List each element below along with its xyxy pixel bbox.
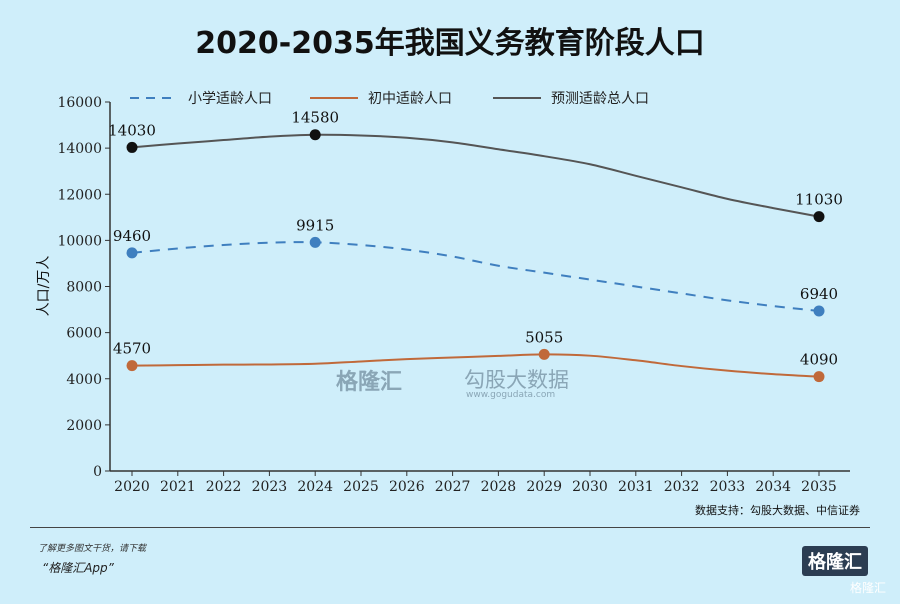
- data-label: 4570: [113, 340, 151, 358]
- watermark-brand: 格隆汇: [336, 370, 403, 395]
- data-label: 9460: [113, 227, 151, 245]
- data-point: [309, 129, 321, 141]
- app-name: “格隆汇App”: [42, 561, 114, 575]
- y-tick-label: 14000: [57, 141, 102, 157]
- x-tick-label: 2027: [435, 479, 471, 495]
- data-label: 11030: [795, 191, 843, 209]
- x-tick-label: 2025: [343, 479, 379, 495]
- axes: 0 2000 4000 6000 8000 10000 12000 14000 16000 202…: [36, 95, 850, 495]
- x-tick-label: 2030: [572, 479, 608, 495]
- y-tick-label: 6000: [66, 326, 102, 342]
- chart-title: 2020-2035年我国义务教育阶段人口: [195, 26, 705, 61]
- y-tick-label: 16000: [57, 95, 102, 111]
- x-tick-label: 2028: [481, 479, 517, 495]
- footer-brand: 格隆汇: [849, 581, 886, 595]
- source-note: 数据支持：勾股大数据、中信证券: [695, 504, 860, 517]
- x-tick-label: 2021: [160, 479, 196, 495]
- data-label: 14030: [108, 121, 156, 139]
- data-point: [813, 305, 825, 317]
- legend-label: 初中适龄人口: [368, 90, 452, 107]
- y-tick-label: 4000: [66, 372, 102, 388]
- x-tick-label: 2022: [206, 479, 242, 495]
- y-tick-label: 2000: [66, 418, 102, 434]
- data-point: [309, 236, 321, 248]
- x-tick-label: 2032: [664, 479, 700, 495]
- data-label: 14580: [291, 109, 339, 127]
- data-point: [813, 211, 825, 223]
- x-tick-label: 2031: [618, 479, 654, 495]
- data-point: [538, 348, 550, 360]
- y-tick-label: 8000: [66, 280, 102, 296]
- data-label: 6940: [800, 285, 838, 303]
- watermark-data: 勾股大数据: [464, 368, 569, 392]
- series-line: [131, 241, 820, 312]
- watermark-site: www.gogudata.com: [466, 390, 556, 400]
- data-label: 9915: [296, 216, 334, 234]
- corner-brand-logo: 格隆汇: [802, 546, 868, 576]
- x-tick-label: 2024: [297, 479, 333, 495]
- x-tick-label: 2033: [710, 479, 746, 495]
- legend-label: 小学适龄人口: [188, 91, 272, 107]
- data-label: 4090: [800, 351, 838, 369]
- footer-divider: [30, 527, 870, 528]
- legend: 小学适龄人口 初中适龄人口 预测适龄总人口: [130, 90, 649, 107]
- series-line: [131, 133, 820, 218]
- series-group: [126, 129, 825, 383]
- data-labels: 9460 9915 6940 4570 5055 4090 14030 14580 11030: [108, 109, 843, 369]
- app-download-note: 了解更多图文干货，请下载: [38, 544, 147, 554]
- y-tick-label: 0: [93, 464, 102, 480]
- y-axis-label: 人口/万人: [36, 256, 52, 317]
- x-tick-label: 2029: [526, 479, 562, 495]
- x-tick-label: 2034: [755, 479, 791, 495]
- x-tick-label: 2035: [801, 479, 837, 495]
- series-line: [131, 353, 820, 378]
- x-tick-label: 2026: [389, 479, 425, 495]
- data-point: [126, 247, 138, 259]
- data-point: [126, 360, 138, 372]
- data-label: 5055: [525, 328, 563, 346]
- data-point: [813, 371, 825, 383]
- legend-label: 预测适龄总人口: [551, 91, 649, 107]
- x-tick-label: 2020: [114, 479, 150, 495]
- y-tick-label: 10000: [57, 233, 102, 249]
- x-tick-label: 2023: [252, 479, 288, 495]
- y-tick-label: 12000: [57, 187, 102, 203]
- data-point: [126, 141, 138, 153]
